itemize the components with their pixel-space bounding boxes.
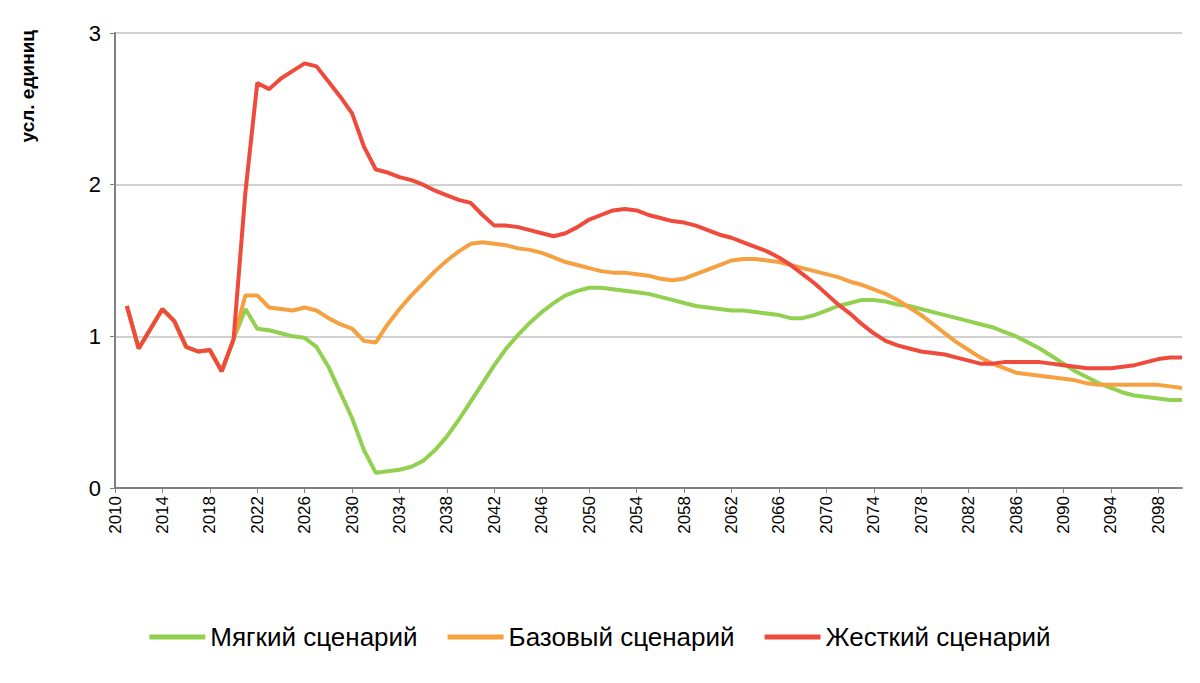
svg-text:2082: 2082 — [959, 496, 978, 534]
svg-text:2066: 2066 — [769, 496, 788, 534]
svg-text:2098: 2098 — [1149, 496, 1168, 534]
svg-text:2094: 2094 — [1101, 496, 1120, 534]
svg-text:усл. единиц: усл. единиц — [17, 30, 38, 143]
svg-text:2046: 2046 — [532, 496, 551, 534]
svg-text:2010: 2010 — [106, 496, 125, 534]
svg-text:2: 2 — [89, 172, 101, 197]
svg-text:2074: 2074 — [864, 496, 883, 534]
svg-text:Мягкий сценарий: Мягкий сценарий — [210, 622, 417, 652]
svg-text:2090: 2090 — [1054, 496, 1073, 534]
svg-text:2054: 2054 — [627, 496, 646, 534]
svg-text:2062: 2062 — [722, 496, 741, 534]
svg-text:2086: 2086 — [1007, 496, 1026, 534]
svg-text:2018: 2018 — [200, 496, 219, 534]
svg-text:2078: 2078 — [912, 496, 931, 534]
svg-text:2022: 2022 — [248, 496, 267, 534]
svg-text:0: 0 — [89, 476, 101, 501]
svg-text:2026: 2026 — [295, 496, 314, 534]
svg-text:2042: 2042 — [485, 496, 504, 534]
svg-text:1: 1 — [89, 324, 101, 349]
svg-text:Жесткий сценарий: Жесткий сценарий — [826, 622, 1051, 652]
svg-text:Базовый сценарий: Базовый сценарий — [509, 622, 735, 652]
svg-text:2050: 2050 — [580, 496, 599, 534]
svg-text:2014: 2014 — [153, 496, 172, 534]
svg-text:2058: 2058 — [675, 496, 694, 534]
svg-text:3: 3 — [89, 21, 101, 46]
svg-text:2034: 2034 — [390, 496, 409, 534]
svg-text:2070: 2070 — [817, 496, 836, 534]
svg-text:2038: 2038 — [437, 496, 456, 534]
svg-text:2030: 2030 — [343, 496, 362, 534]
